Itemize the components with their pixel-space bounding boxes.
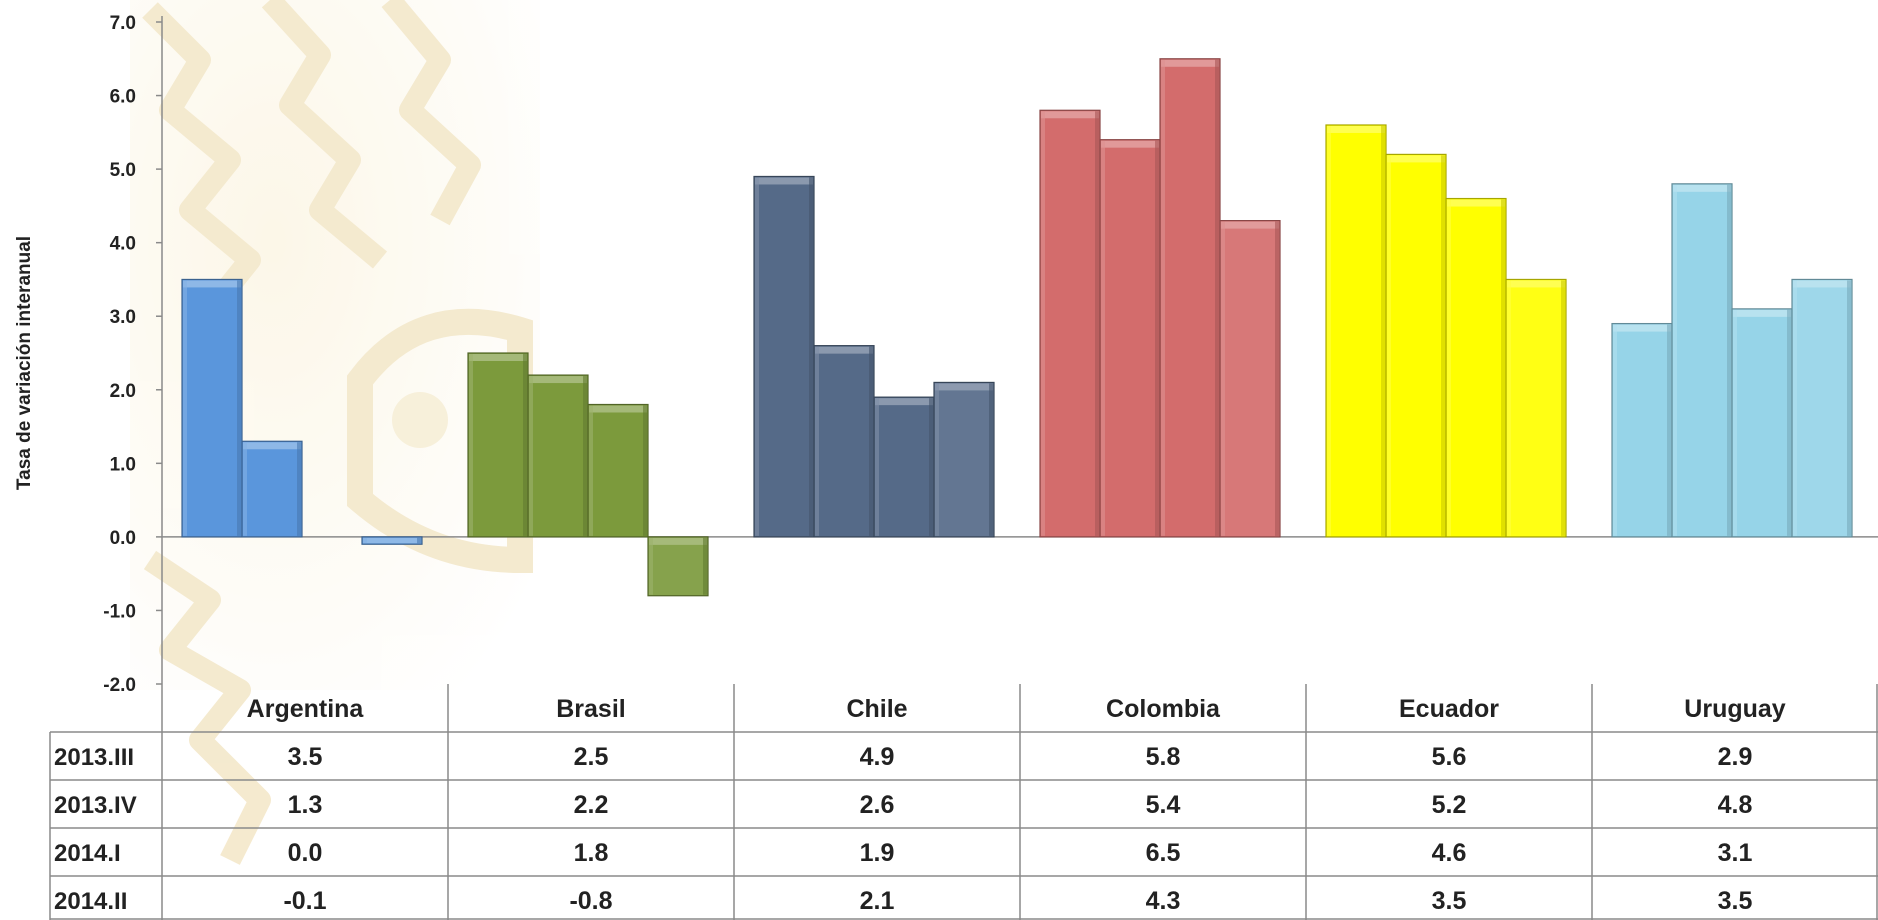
data-value-label: 2.2 [574, 791, 609, 819]
series-row-label: 2014.II [54, 888, 127, 915]
bar-uruguay-2013.III [1611, 322, 1673, 538]
data-value-label: -0.1 [283, 887, 326, 915]
bar-brasil-2013.III [467, 352, 529, 538]
y-tick-label: 6.0 [110, 87, 136, 108]
data-value-label: 4.9 [860, 743, 895, 771]
y-tick-label: 4.0 [110, 234, 136, 255]
y-tick-label: -2.0 [103, 675, 136, 696]
bar-ecuador-2013.III [1325, 124, 1387, 538]
bar-ecuador-2014.II [1505, 278, 1567, 538]
bar-uruguay-2013.IV [1671, 183, 1733, 538]
data-value-label: 5.4 [1146, 791, 1181, 819]
data-value-label: 1.3 [288, 791, 323, 819]
category-header: Chile [846, 695, 907, 723]
data-value-label: 3.1 [1718, 839, 1753, 867]
series-row-label: 2014.I [54, 840, 121, 867]
bars-group [181, 58, 1853, 597]
data-value-label: 5.2 [1432, 791, 1467, 819]
bar-chile-2013.IV [813, 345, 875, 538]
category-header: Ecuador [1399, 695, 1499, 723]
bar-ecuador-2014.I [1445, 197, 1507, 538]
data-value-label: 2.6 [860, 791, 895, 819]
data-value-label: 5.8 [1146, 743, 1181, 771]
data-value-label: 2.5 [574, 743, 609, 771]
bar-colombia-2014.I [1159, 58, 1221, 538]
y-tick-label: 2.0 [110, 381, 136, 402]
bar-ecuador-2013.IV [1385, 153, 1447, 538]
y-axis-title: Tasa de variación interanual [14, 236, 35, 490]
bar-colombia-2013.III [1039, 109, 1101, 538]
y-tick-label: 3.0 [110, 307, 136, 328]
data-value-label: 1.8 [574, 839, 609, 867]
data-value-label: 4.3 [1146, 887, 1181, 915]
y-tick-label: 1.0 [110, 454, 136, 475]
data-value-label: 3.5 [1432, 887, 1467, 915]
category-header: Brasil [556, 695, 625, 723]
bar-argentina-2013.III [181, 278, 243, 538]
data-value-label: 1.9 [860, 839, 895, 867]
y-tick-label: 5.0 [110, 160, 136, 181]
data-value-label: 5.6 [1432, 743, 1467, 771]
y-tick-label: 7.0 [110, 13, 136, 34]
bar-argentina-2014.II [361, 536, 423, 545]
series-row-label: 2013.III [54, 744, 134, 771]
data-value-label: 2.9 [1718, 743, 1753, 771]
bar-argentina-2013.IV [241, 440, 303, 538]
bar-brasil-2014.I [587, 403, 649, 538]
bar-chile-2014.I [873, 396, 935, 538]
data-value-label: 0.0 [288, 839, 323, 867]
data-value-label: 3.5 [288, 743, 323, 771]
category-header: Colombia [1106, 695, 1221, 723]
bar-brasil-2013.IV [527, 374, 589, 538]
data-value-label: -0.8 [569, 887, 612, 915]
data-value-label: 4.8 [1718, 791, 1753, 819]
bar-uruguay-2014.I [1731, 308, 1793, 538]
data-table: Argentina Brasil Chile Colombia Ecuador Urugu… [49, 684, 1878, 920]
series-row-label: 2013.IV [54, 792, 137, 819]
data-value-label: 4.6 [1432, 839, 1467, 867]
y-tick-label: 0.0 [110, 528, 136, 549]
bar-brasil-2014.II [647, 536, 709, 597]
category-header: Argentina [247, 695, 365, 723]
bar-uruguay-2014.II [1791, 278, 1853, 538]
bar-chile-2014.II [933, 381, 995, 538]
data-value-label: 6.5 [1146, 839, 1181, 867]
bar-colombia-2014.II [1219, 220, 1281, 538]
bar-chile-2013.III [753, 175, 815, 538]
axes: 7.0 6.0 5.0 4.0 3.0 2.0 1.0 0.0 -1.0 -2.0 Tasa de … [14, 13, 1878, 920]
bar-colombia-2013.IV [1099, 139, 1161, 538]
data-value-label: 3.5 [1718, 887, 1753, 915]
y-tick-label: -1.0 [103, 601, 136, 622]
data-value-label: 2.1 [860, 887, 895, 915]
category-header: Uruguay [1684, 695, 1786, 723]
